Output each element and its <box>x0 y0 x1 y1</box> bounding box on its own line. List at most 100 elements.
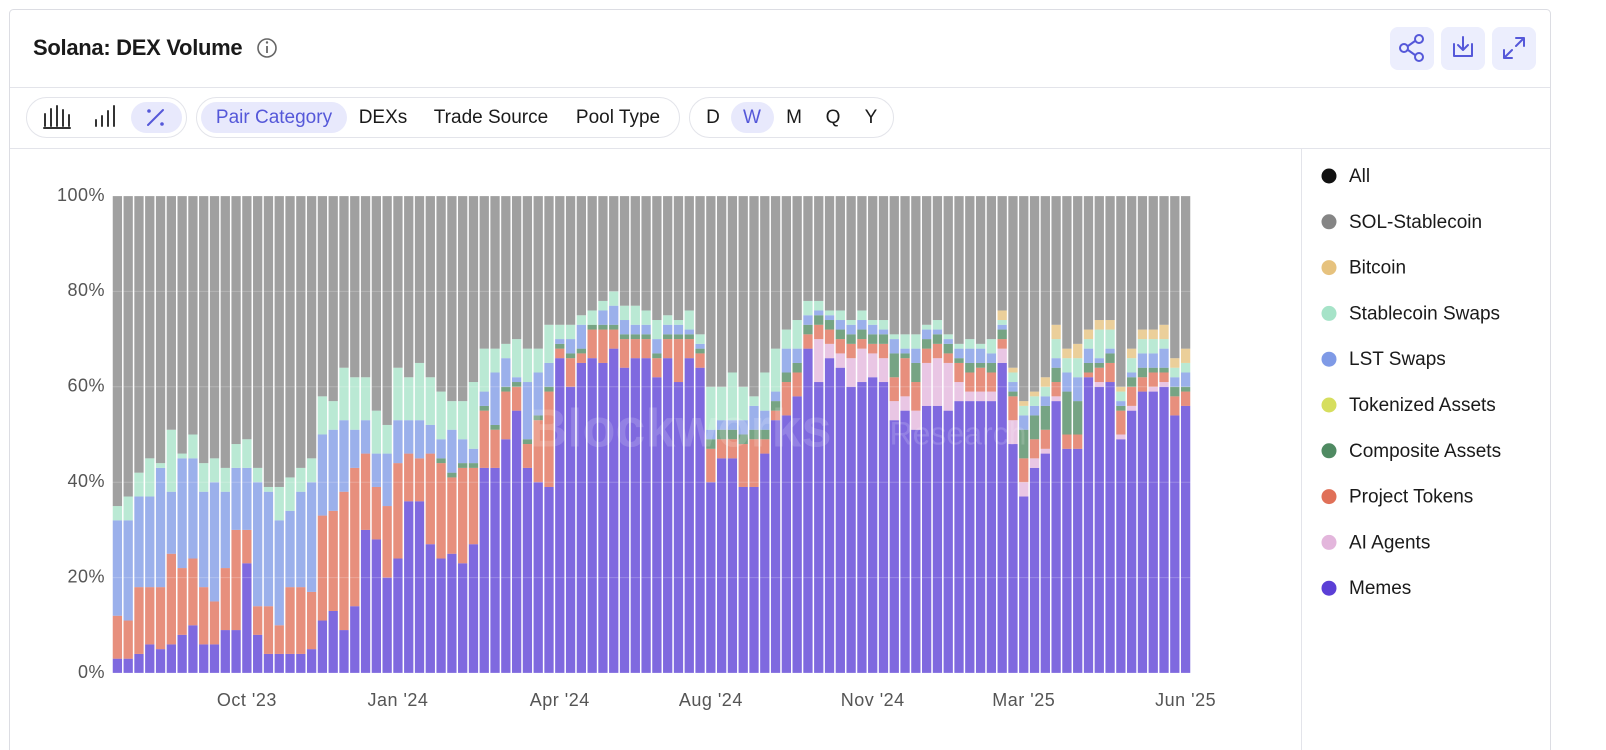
bar-segment <box>371 486 381 540</box>
bar-segment <box>663 324 673 335</box>
period-button[interactable]: W <box>743 107 761 128</box>
bar-segment <box>1040 196 1050 378</box>
bar-segment <box>1094 367 1104 383</box>
bar-segment <box>598 362 608 673</box>
bar-segment <box>997 324 1007 330</box>
bar-segment <box>619 320 630 335</box>
bar-segment <box>1051 396 1061 402</box>
bar-segment <box>1051 367 1061 383</box>
legend-item[interactable]: Project Tokens <box>1321 487 1474 508</box>
bar-segment <box>490 467 500 673</box>
period-button[interactable]: D <box>706 107 720 128</box>
bar-segment <box>458 563 468 673</box>
group-button[interactable]: Pool Type <box>576 107 660 128</box>
legend-item[interactable]: All <box>1321 166 1371 187</box>
legend-item[interactable]: LST Swaps <box>1321 349 1446 370</box>
bar-segment <box>673 334 684 340</box>
group-button[interactable]: Pair Category <box>216 107 333 128</box>
bar-segment <box>112 196 123 507</box>
group-button[interactable]: DEXs <box>359 107 408 128</box>
bar-segment <box>360 453 371 530</box>
bar-segment <box>360 196 371 378</box>
bar-segment <box>1008 444 1018 673</box>
bar-segment <box>425 453 435 545</box>
bar-segment <box>1180 386 1191 392</box>
period-button[interactable]: Y <box>865 107 878 128</box>
bar-segment <box>587 329 597 359</box>
bar-segment <box>220 467 230 492</box>
bar-segment <box>954 382 964 402</box>
bar-segment <box>123 658 133 673</box>
bar-segment <box>436 558 446 673</box>
bar-segment <box>889 196 899 335</box>
bar-segment <box>857 339 867 349</box>
share-button[interactable] <box>1390 27 1434 70</box>
watermark: Research <box>890 415 1027 451</box>
period-button[interactable]: Q <box>826 107 841 128</box>
bar-segment <box>382 453 392 507</box>
bar-segment <box>922 324 932 330</box>
bar-segment <box>490 372 500 425</box>
bar-segment <box>296 467 306 492</box>
bar-segment <box>393 196 403 368</box>
bar-segment <box>878 358 889 383</box>
bar-segment <box>781 196 792 330</box>
bar-segment <box>1019 196 1029 402</box>
bar-segment <box>242 439 252 468</box>
legend-swatch <box>1321 397 1337 413</box>
bar-segment <box>749 405 759 430</box>
bar-chart-button[interactable] <box>43 105 71 129</box>
bar-segment <box>760 372 770 411</box>
legend-item[interactable]: Memes <box>1321 578 1412 599</box>
bar-segment <box>533 482 543 673</box>
bar-segment <box>738 386 748 421</box>
bar-segment <box>630 334 640 340</box>
bar-segment <box>695 196 705 335</box>
legend-item[interactable]: Bitcoin <box>1321 258 1407 279</box>
bar-segment <box>1105 353 1115 363</box>
bar-segment <box>1019 482 1029 497</box>
bar-segment <box>1019 429 1029 459</box>
bar-segment <box>943 343 953 354</box>
bar-segment <box>846 343 856 359</box>
bar-segment <box>274 625 284 654</box>
bar-segment <box>663 334 673 340</box>
bar-segment <box>727 429 738 440</box>
bar-segment <box>770 410 781 421</box>
legend-item[interactable]: Tokenized Assets <box>1321 395 1496 416</box>
bar-segment <box>425 196 435 378</box>
legend-item[interactable]: Stablecoin Swaps <box>1321 303 1501 324</box>
stacked-chart-button[interactable] <box>95 105 115 127</box>
bar-segment <box>1073 448 1083 673</box>
group-button[interactable]: Trade Source <box>434 107 548 128</box>
legend-item[interactable]: Composite Assets <box>1321 441 1502 462</box>
legend-swatch <box>1321 351 1337 367</box>
bar-segment <box>177 453 187 459</box>
bar-segment <box>1105 362 1115 383</box>
bar-segment <box>738 420 748 435</box>
legend-label: AI Agents <box>1349 532 1430 553</box>
bar-segment <box>878 320 889 330</box>
bar-segment <box>1148 391 1158 673</box>
info-icon[interactable] <box>257 38 277 58</box>
bar-segment <box>684 196 694 311</box>
legend-item[interactable]: SOL-Stablecoin <box>1321 212 1483 233</box>
bar-segment <box>716 386 727 421</box>
bar-segment <box>1148 386 1158 392</box>
bar-segment <box>339 196 349 368</box>
bar-segment <box>922 339 932 349</box>
bar-segment <box>835 353 845 368</box>
download-button[interactable] <box>1441 27 1485 70</box>
bar-segment <box>781 382 792 416</box>
bar-segment <box>1029 467 1040 673</box>
x-tick-label: Mar '25 <box>992 690 1055 710</box>
bar-segment <box>630 339 640 359</box>
bar-segment <box>587 196 597 311</box>
expand-button[interactable] <box>1492 27 1536 70</box>
percent-chart-button[interactable] <box>131 102 182 133</box>
period-button[interactable]: M <box>786 107 802 128</box>
bar-segment <box>1051 382 1061 397</box>
bar-segment <box>1180 372 1191 387</box>
bar-segment <box>404 420 414 454</box>
legend-item[interactable]: AI Agents <box>1321 532 1431 553</box>
